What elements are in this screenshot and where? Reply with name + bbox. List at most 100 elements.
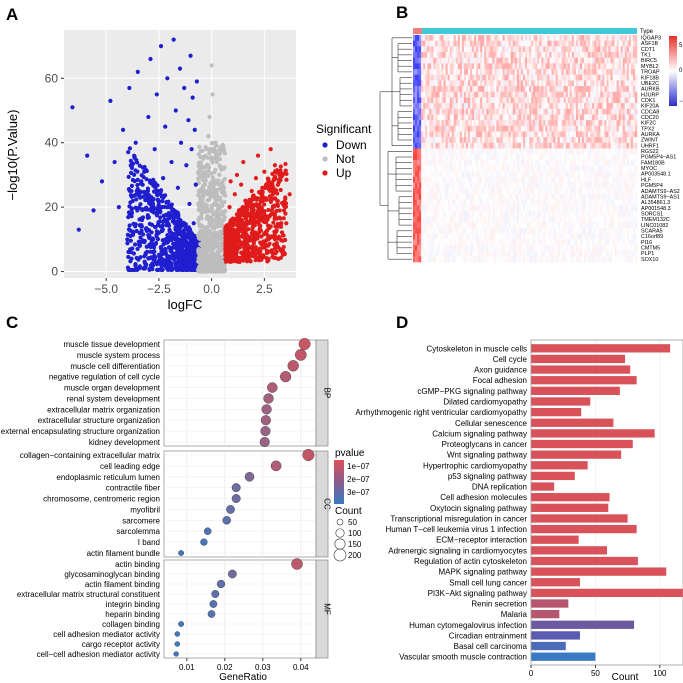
heatmap-cell	[496, 52, 499, 58]
heatmap-cell	[470, 80, 473, 87]
heatmap-cell	[602, 35, 605, 41]
heatmap-cell	[490, 142, 493, 149]
heatmap-cell	[614, 154, 617, 161]
heatmap-cell	[504, 40, 507, 47]
not-point	[200, 177, 205, 182]
heatmap-cell	[510, 52, 514, 58]
heatmap-cell	[508, 52, 512, 58]
heatmap-cell	[628, 108, 632, 115]
heatmap-cell	[417, 35, 420, 41]
x-axis-label: logFC	[168, 297, 203, 312]
heatmap-cell	[443, 131, 446, 138]
heatmap-cell	[602, 86, 605, 93]
heatmap-cell	[610, 148, 613, 155]
heatmap-cell	[602, 108, 605, 115]
heatmap-cell	[598, 80, 601, 87]
down-point	[154, 267, 160, 273]
heatmap-cell	[431, 46, 434, 53]
heatmap-cell	[535, 108, 538, 115]
heatmap-cell	[622, 125, 626, 132]
heatmap-cell	[551, 74, 554, 81]
heatmap-cell	[606, 91, 609, 98]
heatmap-cell	[429, 148, 432, 155]
heatmap-cell	[437, 137, 440, 144]
heatmap-cell	[451, 57, 455, 64]
heatmap-cell	[547, 46, 550, 53]
heatmap-cell	[586, 40, 589, 47]
down-point	[187, 263, 192, 268]
down-point	[170, 251, 176, 257]
heatmap-cell	[465, 159, 469, 166]
heatmap-cell	[624, 86, 628, 93]
down-point	[188, 53, 193, 58]
heatmap-cell	[488, 74, 491, 81]
heatmap-cell	[492, 46, 495, 53]
heatmap-cell	[602, 142, 605, 149]
up-point	[247, 220, 252, 226]
heatmap-cell	[592, 125, 595, 132]
heatmap-cell	[453, 108, 457, 115]
heatmap-cell	[594, 40, 597, 47]
heatmap-cell	[508, 148, 512, 155]
heatmap-cell	[476, 97, 479, 104]
heatmap-cell	[451, 46, 455, 53]
not-point	[221, 189, 226, 194]
heatmap-cell	[573, 35, 577, 41]
heatmap-cell	[590, 120, 593, 127]
heatmap-cell	[470, 125, 473, 132]
heatmap-cell	[459, 35, 463, 41]
heatmap-cell	[480, 159, 483, 166]
heatmap-cell	[596, 57, 599, 64]
heatmap-cell	[577, 52, 581, 58]
heatmap-cell	[506, 63, 510, 70]
heatmap-cell	[427, 125, 430, 132]
heatmap-cell	[441, 97, 444, 104]
heatmap-cell	[457, 159, 461, 166]
heatmap-cell	[498, 63, 501, 70]
heatmap-cell	[592, 120, 595, 127]
down-point	[138, 255, 143, 260]
heatmap-cell	[630, 131, 634, 138]
heatmap-cell	[571, 159, 575, 166]
heatmap-cell	[486, 103, 489, 110]
heatmap-cell	[620, 74, 624, 81]
heatmap-cell	[547, 80, 550, 87]
heatmap-cell	[433, 154, 436, 161]
heatmap-cell	[504, 159, 507, 166]
heatmap-cell	[429, 35, 432, 41]
not-point	[217, 243, 223, 248]
heatmap-cell	[439, 86, 442, 93]
heatmap-cell	[541, 120, 544, 127]
heatmap-cell	[465, 57, 469, 64]
heatmap-cell	[577, 142, 581, 149]
down-point	[135, 182, 140, 188]
heatmap-cell	[632, 63, 636, 70]
heatmap-cell	[429, 52, 432, 58]
heatmap-cell	[567, 125, 571, 132]
heatmap-cell	[590, 131, 593, 138]
heatmap-cell	[427, 46, 430, 53]
heatmap-cell	[427, 40, 430, 47]
up-point	[277, 235, 282, 240]
heatmap-cell	[592, 57, 595, 64]
heatmap-cell	[461, 40, 465, 47]
heatmap-cell	[563, 52, 567, 58]
heatmap-cell	[488, 80, 491, 87]
heatmap-cell	[598, 137, 601, 144]
heatmap-cell	[435, 91, 438, 98]
heatmap-cell	[563, 57, 567, 64]
heatmap-cell	[598, 131, 601, 138]
up-point	[277, 179, 282, 184]
heatmap-cell	[449, 40, 452, 47]
heatmap-cell	[488, 103, 491, 110]
heatmap-cell	[565, 46, 569, 53]
heatmap-cell	[567, 142, 571, 149]
heatmap-cell	[465, 63, 469, 70]
heatmap-cell	[549, 148, 552, 155]
up-point	[262, 245, 267, 250]
heatmap-cell	[510, 159, 514, 166]
heatmap-cell	[596, 63, 599, 70]
heatmap-cell	[590, 80, 593, 87]
down-point	[126, 267, 131, 273]
heatmap-cell	[443, 97, 446, 104]
